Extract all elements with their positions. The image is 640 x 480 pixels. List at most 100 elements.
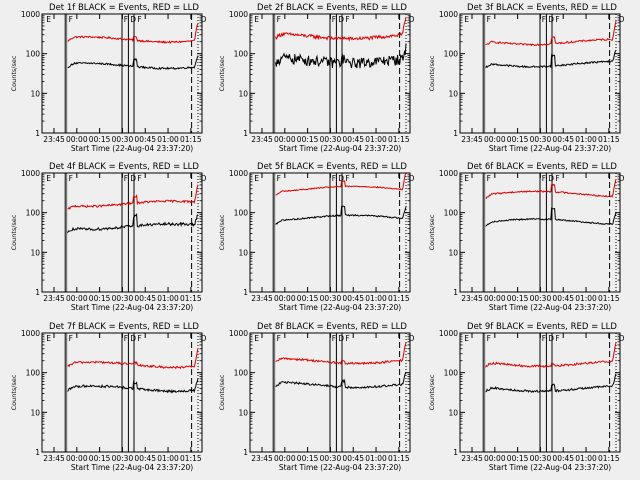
event-marker-label: F xyxy=(277,174,281,183)
x-tick-label: 01:15 xyxy=(180,294,202,303)
x-tick-label: 23:45 xyxy=(461,135,483,144)
event-marker-label: F xyxy=(542,174,546,183)
x-axis-label: Start Time (22-Aug-04 23:37:20) xyxy=(279,144,401,153)
event-marker-label: D xyxy=(548,15,554,24)
panel-5: Det 5f BLACK = Events, RED = LLD 1 10 100 10… xyxy=(218,162,415,312)
event-marker-label: D xyxy=(409,174,415,183)
event-marker-label: E xyxy=(464,15,469,24)
y-axis-label: Counts/sec xyxy=(428,374,436,410)
x-tick-label: 00:15 xyxy=(297,294,319,303)
x-tick-label: 00:45 xyxy=(134,294,156,303)
x-axis-label: Start Time (22-Aug-04 23:37:20) xyxy=(279,463,401,472)
y-axis-label: Counts/sec xyxy=(10,374,18,410)
x-tick-label: 00:00 xyxy=(66,454,88,463)
panel-title: Det 3f BLACK = Events, RED = LLD xyxy=(467,3,617,13)
event-marker-label: D xyxy=(201,334,207,343)
event-marker-label: D xyxy=(409,15,415,24)
x-tick-label: 00:30 xyxy=(530,294,552,303)
event-marker-label: F xyxy=(487,15,491,24)
y-tick-label: 10 xyxy=(238,89,248,98)
y-tick-label: 1 xyxy=(453,129,458,138)
x-tick-label: 01:15 xyxy=(598,454,620,463)
y-tick-label: 10 xyxy=(448,408,458,417)
events-series-line xyxy=(67,377,199,394)
x-tick-label: 23:45 xyxy=(43,135,65,144)
panel-title: Det 7f BLACK = Events, RED = LLD xyxy=(49,322,199,332)
y-tick-label: 100 xyxy=(234,369,249,378)
x-tick-label: 23:45 xyxy=(251,135,273,144)
y-tick-label: 1000 xyxy=(439,169,458,178)
lld-series-line xyxy=(275,17,407,42)
lld-series-line xyxy=(275,173,407,196)
event-marker-label: E xyxy=(254,15,259,24)
y-axis-label: Counts/sec xyxy=(10,55,18,91)
x-tick-label: 00:00 xyxy=(274,454,296,463)
x-tick-label: 00:30 xyxy=(320,294,342,303)
y-tick-label: 1000 xyxy=(439,329,458,338)
events-series-line xyxy=(485,373,617,394)
panel-4: Det 4f BLACK = Events, RED = LLD 1 10 100 10… xyxy=(10,162,207,312)
y-tick-label: 10 xyxy=(448,89,458,98)
x-tick-label: 01:15 xyxy=(598,135,620,144)
event-marker-label: D xyxy=(619,334,625,343)
x-tick-label: 00:00 xyxy=(66,135,88,144)
events-series-line xyxy=(485,207,617,227)
y-tick-label: 1 xyxy=(35,129,40,138)
x-tick-label: 00:30 xyxy=(112,135,134,144)
event-marker-label: D xyxy=(338,334,344,343)
y-tick-label: 100 xyxy=(444,50,459,59)
y-tick-label: 1000 xyxy=(21,169,40,178)
event-marker-label: E xyxy=(46,174,51,183)
x-tick-label: 00:45 xyxy=(134,454,156,463)
y-tick-label: 10 xyxy=(238,248,248,257)
panel-8: Det 8f BLACK = Events, RED = LLD 1 10 100 10… xyxy=(218,322,415,472)
y-tick-label: 1 xyxy=(243,288,248,297)
panel-title: Det 8f BLACK = Events, RED = LLD xyxy=(257,322,407,332)
x-axis-label: Start Time (22-Aug-04 23:37:20) xyxy=(279,303,401,312)
y-tick-label: 100 xyxy=(444,369,459,378)
y-axis-label: Counts/sec xyxy=(218,55,226,91)
x-tick-label: 01:15 xyxy=(180,135,202,144)
x-tick-label: 23:45 xyxy=(251,294,273,303)
panel-title: Det 5f BLACK = Events, RED = LLD xyxy=(257,162,407,172)
event-marker-label: E xyxy=(464,174,469,183)
event-marker-label: D xyxy=(130,15,136,24)
event-marker-label: F xyxy=(277,15,281,24)
event-marker-label: D xyxy=(201,174,207,183)
event-marker-label: F xyxy=(555,174,559,183)
y-tick-label: 10 xyxy=(30,408,40,417)
x-tick-label: 00:15 xyxy=(297,454,319,463)
x-tick-label: 01:15 xyxy=(388,454,410,463)
panel-2: Det 2f BLACK = Events, RED = LLD 1 10 100 10… xyxy=(218,3,415,153)
x-tick-label: 00:30 xyxy=(320,454,342,463)
event-marker-label: E xyxy=(254,334,259,343)
lld-series-line xyxy=(485,342,617,368)
event-marker-label: F xyxy=(277,334,281,343)
events-series-line xyxy=(67,213,199,234)
panel-title: Det 6f BLACK = Events, RED = LLD xyxy=(467,162,617,172)
y-tick-label: 1 xyxy=(35,448,40,457)
lld-series-line xyxy=(67,347,199,370)
event-marker-label: D xyxy=(548,174,554,183)
event-marker-label: F xyxy=(332,15,336,24)
x-tick-label: 00:00 xyxy=(484,294,506,303)
x-tick-label: 00:45 xyxy=(342,454,364,463)
event-marker-label: D xyxy=(409,334,415,343)
lld-series-line xyxy=(485,20,617,47)
y-tick-label: 100 xyxy=(26,209,41,218)
event-marker-label: D xyxy=(130,174,136,183)
y-tick-label: 100 xyxy=(444,209,459,218)
lld-series-line xyxy=(275,342,407,366)
x-tick-label: 00:00 xyxy=(274,135,296,144)
panel-9: Det 9f BLACK = Events, RED = LLD 1 10 100 10… xyxy=(428,322,625,472)
event-marker-label: F xyxy=(124,334,128,343)
x-tick-label: 01:00 xyxy=(157,294,179,303)
panel-title: Det 2f BLACK = Events, RED = LLD xyxy=(257,3,407,13)
x-tick-label: 00:30 xyxy=(112,454,134,463)
event-marker-label: D xyxy=(619,15,625,24)
x-tick-label: 00:15 xyxy=(507,135,529,144)
y-tick-label: 1 xyxy=(243,129,248,138)
x-tick-label: 23:45 xyxy=(461,294,483,303)
x-axis-label: Start Time (22-Aug-04 23:37:20) xyxy=(489,144,611,153)
